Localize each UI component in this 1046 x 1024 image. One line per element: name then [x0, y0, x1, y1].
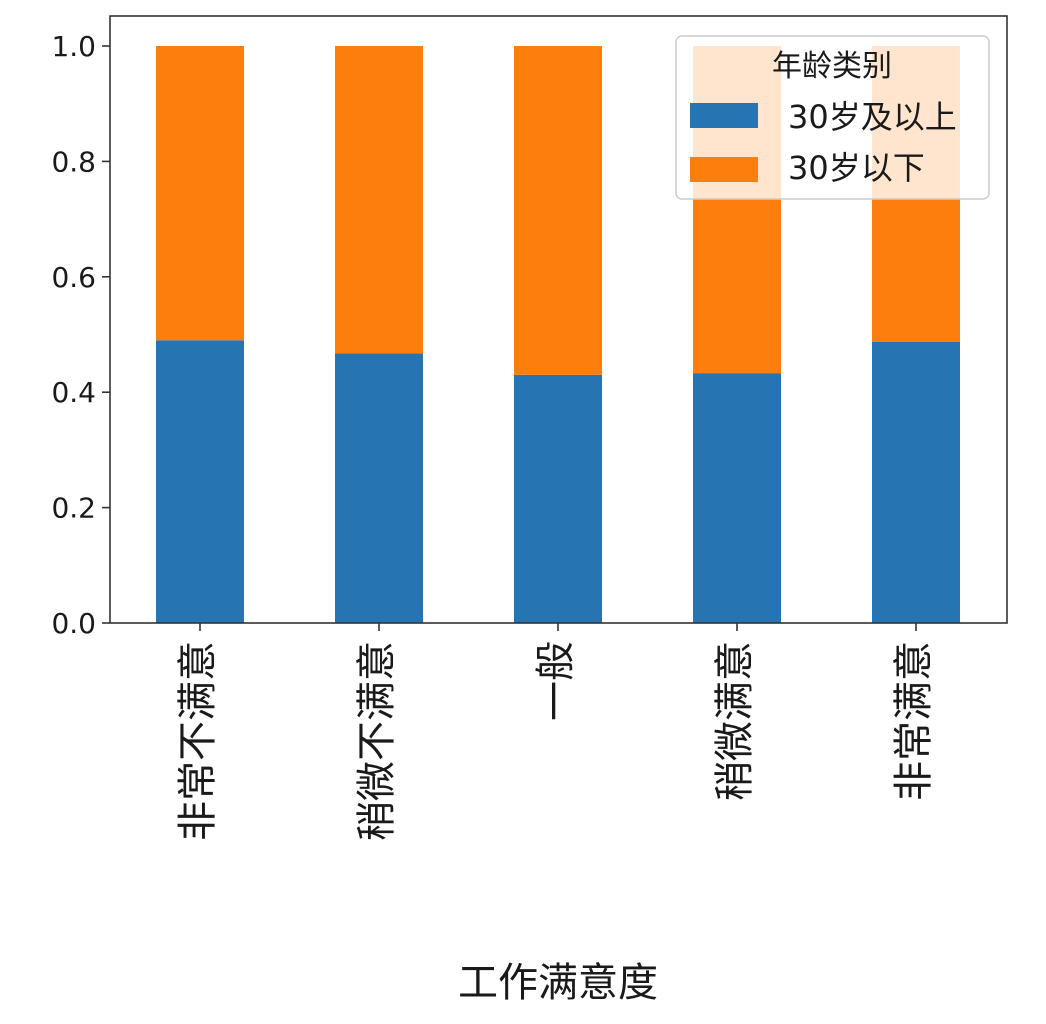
y-tick-label: 0.0 [51, 607, 96, 640]
legend-swatch-under-30 [690, 157, 758, 182]
bars-layer [156, 46, 960, 623]
bar-series-under-30-cat-1 [335, 46, 423, 354]
x-axis-title: 工作满意度 [458, 960, 658, 1006]
y-tick-label: 0.6 [51, 261, 96, 294]
y-tick-label: 0.2 [51, 492, 96, 525]
legend-title: 年龄类别 [772, 49, 892, 84]
bar-series-30-and-above-cat-4 [872, 342, 960, 623]
legend: 年龄类别 30岁及以上 30岁以下 [675, 35, 990, 200]
y-tick-label: 0.4 [51, 376, 96, 409]
legend-label-under-30: 30岁以下 [788, 149, 925, 187]
x-axis: 非常不满意 稍微不满意 一般 稍微满意 非常满意 [175, 623, 937, 841]
bar-series-under-30-cat-0 [156, 46, 244, 341]
x-category-label: 一般 [533, 641, 579, 721]
bar-series-30-and-above-cat-3 [693, 373, 781, 623]
bar-series-30-and-above-cat-2 [514, 374, 602, 623]
bar-series-30-and-above-cat-1 [335, 353, 423, 623]
x-category-label: 非常不满意 [175, 641, 221, 841]
bar-series-under-30-cat-2 [514, 46, 602, 375]
x-category-label: 稍微满意 [712, 641, 758, 801]
y-tick-label: 1.0 [51, 30, 96, 63]
legend-label-30-and-above: 30岁及以上 [788, 98, 957, 136]
x-category-label: 非常满意 [891, 641, 937, 801]
y-tick-label: 0.8 [51, 145, 96, 178]
bar-series-30-and-above-cat-0 [156, 340, 244, 623]
x-category-label: 稍微不满意 [354, 641, 400, 841]
legend-swatch-30-and-above [690, 103, 758, 128]
y-axis: 0.0 0.2 0.4 0.6 0.8 1.0 [51, 30, 110, 640]
